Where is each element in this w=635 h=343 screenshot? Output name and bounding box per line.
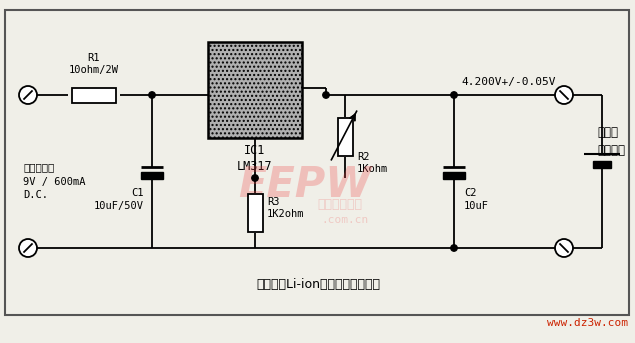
- Circle shape: [19, 239, 37, 257]
- Text: 锂离子
充电电池: 锂离子 充电电池: [597, 126, 625, 157]
- Bar: [593, 161, 611, 167]
- Text: C1
10uF/50V: C1 10uF/50V: [94, 189, 144, 211]
- Circle shape: [451, 245, 457, 251]
- Text: R2
1Kohm: R2 1Kohm: [357, 152, 388, 174]
- Bar: [248, 194, 262, 232]
- Text: C2
10uF: C2 10uF: [464, 189, 489, 211]
- Text: www.dz3w.com: www.dz3w.com: [547, 318, 628, 328]
- Bar: [72, 87, 116, 103]
- Text: 最简单的Li-ion电池用标准充电器: 最简单的Li-ion电池用标准充电器: [256, 279, 380, 292]
- Text: R1
10ohm/2W: R1 10ohm/2W: [69, 52, 119, 75]
- Bar: [443, 172, 465, 178]
- Circle shape: [19, 86, 37, 104]
- Circle shape: [555, 86, 573, 104]
- Text: IC1
LM317: IC1 LM317: [237, 144, 273, 173]
- Circle shape: [149, 92, 155, 98]
- Text: EEPW: EEPW: [238, 164, 371, 206]
- Circle shape: [252, 175, 258, 181]
- Circle shape: [323, 92, 329, 98]
- Text: 4.200V+/-0.05V: 4.200V+/-0.05V: [462, 77, 556, 87]
- Text: R3
1K2ohm: R3 1K2ohm: [267, 197, 305, 219]
- Text: .com.cn: .com.cn: [321, 215, 369, 225]
- Bar: [5, 10, 629, 315]
- Circle shape: [555, 239, 573, 257]
- Bar: [337, 118, 352, 155]
- Bar: [141, 172, 163, 178]
- Bar: [208, 42, 302, 138]
- Circle shape: [451, 92, 457, 98]
- Text: 电子产品世界: 电子产品世界: [318, 199, 363, 212]
- Text: 电源输入：
9V / 600mA
D.C.: 电源输入： 9V / 600mA D.C.: [23, 163, 86, 201]
